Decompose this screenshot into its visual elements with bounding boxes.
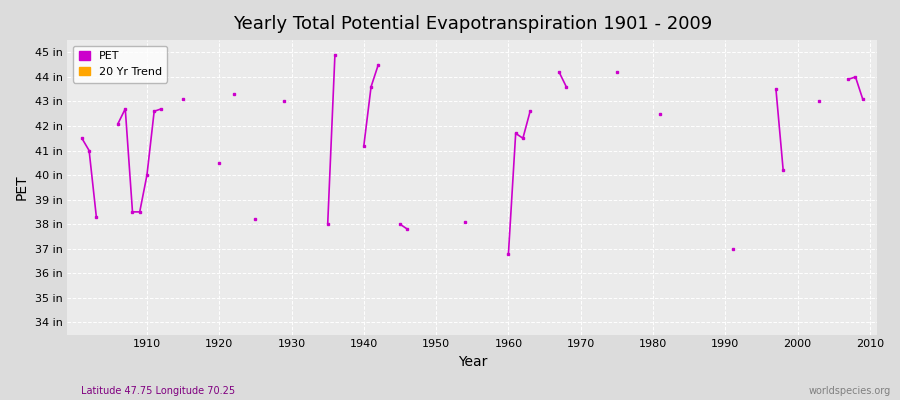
PET: [141, 173, 152, 178]
PET: [858, 97, 868, 102]
PET: [510, 131, 521, 136]
PET: [503, 251, 514, 256]
X-axis label: Year: Year: [457, 355, 487, 369]
Text: worldspecies.org: worldspecies.org: [809, 386, 891, 396]
Line: PET: PET: [80, 54, 864, 255]
Y-axis label: PET: PET: [15, 174, 29, 200]
Legend: PET, 20 Yr Trend: PET, 20 Yr Trend: [73, 46, 167, 82]
Title: Yearly Total Potential Evapotranspiration 1901 - 2009: Yearly Total Potential Evapotranspiratio…: [233, 15, 712, 33]
Text: Latitude 47.75 Longitude 70.25: Latitude 47.75 Longitude 70.25: [81, 386, 235, 396]
PET: [76, 136, 87, 141]
